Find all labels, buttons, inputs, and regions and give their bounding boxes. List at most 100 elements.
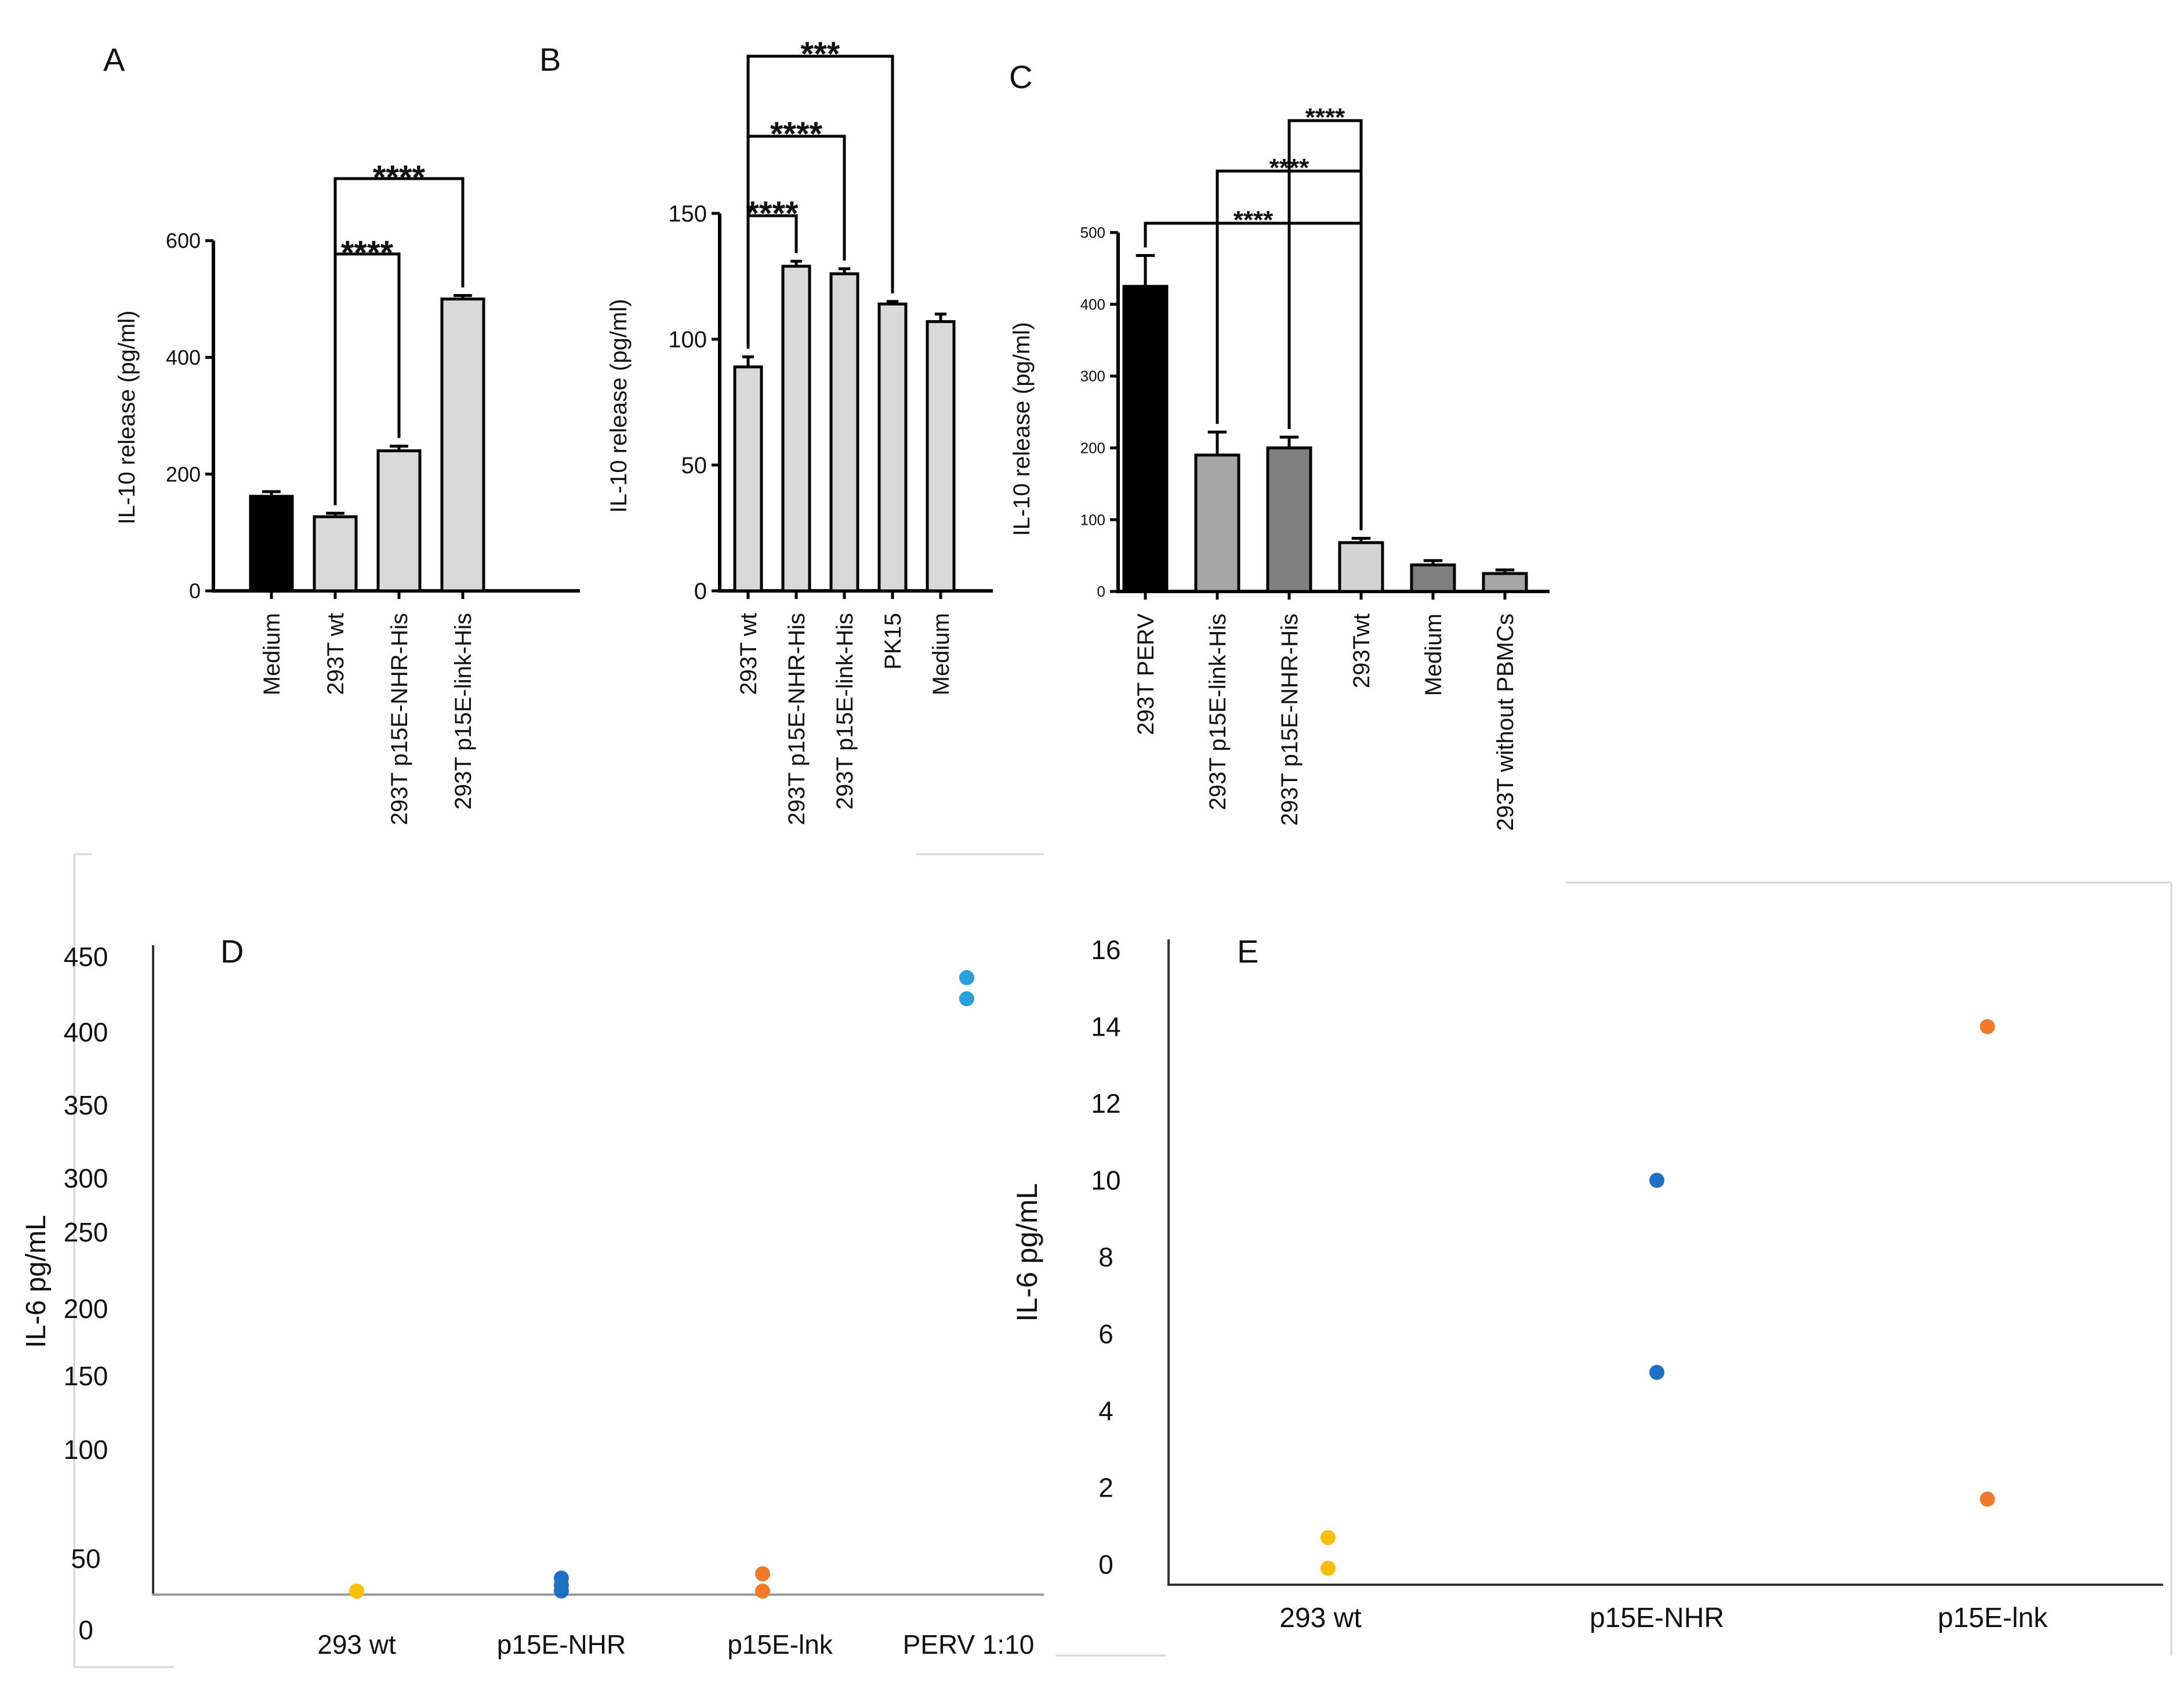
panel-a-significance-label: **** bbox=[373, 159, 426, 197]
panel-c-category-label: 293T without PBMCs bbox=[1493, 613, 1518, 831]
panel-b-bar bbox=[926, 320, 956, 593]
panel-b-category-label: Medium bbox=[928, 613, 954, 695]
panel-d-y-tick-label: 0 bbox=[78, 1615, 93, 1645]
panel-e-y-axis-label: IL-6 pg/mL bbox=[1011, 1183, 1043, 1321]
panel-b-significance-label: **** bbox=[746, 195, 799, 233]
panel-e-y-tick-label: 6 bbox=[1098, 1319, 1113, 1349]
panel-e-data-point bbox=[1320, 1560, 1336, 1576]
panel-label-e: E bbox=[1237, 933, 1258, 970]
panel-e-y-tick-label: 0 bbox=[1098, 1549, 1113, 1580]
panel-label-a: A bbox=[103, 41, 125, 78]
panel-a-y-tick-label: 0 bbox=[189, 579, 201, 603]
panel-a-significance-label: **** bbox=[341, 234, 394, 272]
panel-e-data-point bbox=[1980, 1491, 1995, 1507]
panel-b-y-axis-label: IL-10 release (pg/ml) bbox=[606, 299, 632, 513]
panel-e-category-label: p15E-NHR bbox=[1590, 1603, 1724, 1633]
panel-e-data-point bbox=[1980, 1019, 1995, 1034]
panel-c-y-tick-label: 300 bbox=[1080, 368, 1105, 385]
panel-c-category-label: 293T p15E-NHR-His bbox=[1277, 613, 1303, 826]
panel-c-category-label: Medium bbox=[1421, 613, 1446, 696]
panel-e-y-tick-label: 2 bbox=[1098, 1473, 1113, 1503]
panel-c-bar bbox=[1194, 453, 1240, 593]
panel-d-y-tick-label: 350 bbox=[64, 1090, 108, 1120]
panel-d-data-point bbox=[755, 1584, 770, 1599]
panel-d-frame bbox=[73, 853, 1044, 1668]
panel-d-y-tick-label: 100 bbox=[64, 1435, 108, 1465]
panel-d-y-tick-label: 50 bbox=[71, 1544, 100, 1574]
panel-e-y-tick-label: 12 bbox=[1091, 1088, 1120, 1119]
panel-d-category-label: PERV 1:10 bbox=[903, 1629, 1035, 1660]
panel-e-chart: 0 2 4 6 8 10 12 14 16 IL-6 pg/mL 293 wt p15E-NHR p15… bbox=[1011, 935, 2163, 1633]
panel-a-chart: 0 200 400 600 IL-10 release (pg/ml) Medium 293… bbox=[114, 159, 580, 825]
panel-d-y-tick-label: 450 bbox=[64, 942, 108, 972]
panel-c-significance-bracket bbox=[1287, 119, 1363, 531]
panel-e-category-label: 293 wt bbox=[1279, 1603, 1361, 1633]
panel-e-data-point bbox=[1649, 1172, 1664, 1188]
panel-d-y-tick-label: 400 bbox=[64, 1017, 108, 1047]
panel-label-c: C bbox=[1009, 59, 1032, 95]
panel-b-bar bbox=[829, 272, 859, 593]
panel-c-y-tick-label: 400 bbox=[1080, 296, 1105, 313]
panel-a-category-label: 293T wt bbox=[323, 613, 349, 695]
panel-a-category-label: Medium bbox=[259, 613, 285, 695]
panel-a-bar bbox=[376, 449, 422, 593]
panel-c-y-tick-label: 500 bbox=[1080, 224, 1105, 241]
panel-b-bar bbox=[877, 302, 908, 593]
panel-d-data-point bbox=[959, 970, 974, 985]
panel-b-y-tick-label: 50 bbox=[681, 453, 708, 478]
panel-c-bar bbox=[1482, 572, 1528, 593]
panel-c-category-label: 293Twt bbox=[1349, 613, 1374, 688]
panel-label-b: B bbox=[539, 41, 561, 78]
panel-d-data-point bbox=[959, 991, 974, 1007]
panel-label-d: D bbox=[220, 933, 244, 970]
panel-b-bar bbox=[733, 365, 763, 593]
panel-a-category-label: 293T p15E-NHR-His bbox=[387, 613, 412, 825]
panel-c-y-tick-label: 200 bbox=[1080, 440, 1105, 457]
panel-c-bar bbox=[1338, 541, 1384, 593]
panel-d-data-point bbox=[755, 1566, 770, 1582]
panel-d-data-point bbox=[554, 1583, 569, 1599]
panel-d-category-label: 293 wt bbox=[317, 1629, 396, 1660]
panel-a-bar bbox=[313, 515, 358, 593]
panel-c-category-label: 293T p15E-link-His bbox=[1205, 613, 1231, 810]
panel-b-significance-label: *** bbox=[801, 35, 840, 73]
panel-a-y-tick-label: 200 bbox=[166, 462, 201, 486]
panel-a-y-tick-label: 400 bbox=[166, 346, 201, 369]
panel-e-y-tick-label: 16 bbox=[1091, 935, 1120, 965]
panel-e-data-point bbox=[1320, 1530, 1336, 1545]
panel-c-bar bbox=[1122, 285, 1169, 593]
panel-c-significance-label: **** bbox=[1234, 206, 1274, 234]
panel-a-y-tick-label: 600 bbox=[166, 229, 201, 253]
panel-b-category-label: 293T p15E-NHR-His bbox=[784, 613, 810, 825]
panel-d-category-label: p15E-NHR bbox=[497, 1629, 626, 1660]
panel-b-significance-bracket bbox=[746, 55, 894, 349]
panel-b-y-tick-label: 150 bbox=[668, 201, 707, 227]
panel-a-bar bbox=[440, 297, 485, 593]
panel-c-category-label: 293T PERV bbox=[1133, 613, 1159, 735]
panel-e-frame bbox=[1055, 881, 2172, 1657]
panel-e-y-tick-label: 14 bbox=[1091, 1012, 1120, 1042]
panel-b-y-tick-label: 0 bbox=[694, 579, 707, 604]
panel-a-y-axis-label: IL-10 release (pg/ml) bbox=[114, 310, 140, 524]
panel-d-y-tick-label: 200 bbox=[64, 1294, 108, 1324]
panel-b-category-label: 293T p15E-link-His bbox=[832, 613, 858, 809]
panel-a-category-label: 293T p15E-link-His bbox=[451, 613, 476, 809]
panel-b-bar bbox=[781, 264, 811, 593]
panel-b-significance-label: **** bbox=[770, 115, 823, 153]
panel-c-significance-label: **** bbox=[1305, 103, 1345, 132]
panel-d-chart: 0 50 100 150 200 250 300 350 400 450 IL-6 pg/mL 293… bbox=[21, 942, 1044, 1660]
panel-e-y-tick-label: 10 bbox=[1091, 1166, 1120, 1196]
panel-d-y-tick-label: 150 bbox=[64, 1361, 108, 1391]
panel-c-y-tick-label: 0 bbox=[1097, 583, 1105, 600]
panel-e-y-tick-label: 8 bbox=[1098, 1242, 1113, 1272]
panel-d-y-tick-label: 300 bbox=[64, 1163, 108, 1193]
panel-b-category-label: PK15 bbox=[880, 613, 906, 670]
panel-d-y-axis-label: IL-6 pg/mL bbox=[21, 1215, 52, 1348]
panel-e-category-label: p15E-lnk bbox=[1938, 1603, 2048, 1633]
panel-d-data-point bbox=[349, 1584, 364, 1599]
panel-c-chart: 0 100 200 300 400 500 IL-10 release (pg/ml) 293… bbox=[1009, 103, 1550, 831]
panel-c-bar bbox=[1410, 563, 1456, 593]
panel-d-category-label: p15E-lnk bbox=[727, 1629, 833, 1660]
panel-b-y-tick-label: 100 bbox=[668, 327, 707, 353]
